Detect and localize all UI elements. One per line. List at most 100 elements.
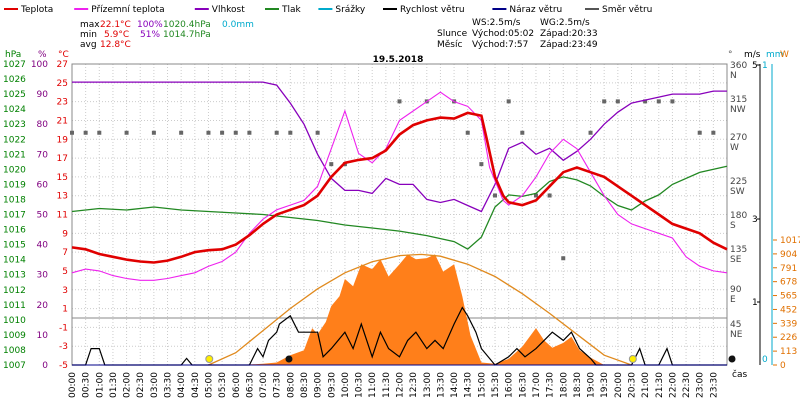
series-humidity <box>72 81 727 213</box>
axes: 1027102610251024102310221021102010191018… <box>3 60 800 398</box>
point-wind-direction <box>97 130 102 135</box>
legend-item: Teplota <box>4 5 53 15</box>
tick-hpa: 1020 <box>3 165 26 175</box>
tick-percent: 40 <box>37 241 49 251</box>
tick-percent: 10 <box>37 331 49 341</box>
legend: Teplota Přízemní teplota Vlhkost Tlak Srážky… <box>4 5 652 15</box>
stat-ws: WS:2.5m/s <box>472 18 521 28</box>
point-wind-direction <box>83 130 88 135</box>
point-wind-direction <box>274 130 279 135</box>
stat-sun-rise: Východ:05:02 <box>472 29 534 39</box>
tick-x: 10:30 <box>355 372 365 398</box>
point-wind-direction <box>288 130 293 135</box>
tick-percent: 20 <box>37 301 49 311</box>
point-wind-direction <box>493 193 498 198</box>
tick-direction-name: NW <box>730 105 746 115</box>
tick-solar: 113 <box>780 347 797 357</box>
stat-moon-rise: Východ:7:57 <box>472 40 528 50</box>
tick-percent: 60 <box>37 180 49 190</box>
series-pressure <box>71 165 728 250</box>
tick-x: 11:30 <box>382 372 392 398</box>
axis-title-rain: mm <box>766 50 784 60</box>
tick-celsius: 13 <box>57 192 68 202</box>
tick-x: 18:00 <box>559 372 569 398</box>
point-wind-direction <box>520 130 525 135</box>
tick-x: 04:00 <box>177 372 187 398</box>
axis-title-solar: W <box>780 50 789 60</box>
point-wind-direction <box>643 99 648 104</box>
tick-celsius: 3 <box>62 286 68 296</box>
tick-x: 21:00 <box>641 372 651 398</box>
tick-x: 01:00 <box>95 372 105 398</box>
tick-x: 07:30 <box>273 372 283 398</box>
legend-label: Vlhkost <box>212 5 245 15</box>
point-wind-direction <box>670 99 675 104</box>
tick-x: 19:30 <box>600 372 610 398</box>
tick-x: 16:30 <box>518 372 528 398</box>
stat-max-press: 1020.4hPa <box>163 20 211 30</box>
point-wind-direction <box>561 256 566 261</box>
point-wind-direction <box>615 99 620 104</box>
point-wind-direction <box>479 162 484 167</box>
tick-x: 03:00 <box>150 372 160 398</box>
tick-x: 09:00 <box>314 372 324 398</box>
stat-min-press: 1014.7hPa <box>163 30 211 40</box>
tick-x: 02:30 <box>136 372 146 398</box>
tick-solar: 565 <box>780 292 797 302</box>
tick-x: 22:30 <box>682 372 692 398</box>
stat-min-temp: 5.9°C <box>104 30 129 40</box>
legend-label: Srážky <box>335 5 366 15</box>
axis-title-percent: % <box>38 50 47 60</box>
tick-percent: 50 <box>37 211 49 221</box>
axis-title-hpa: hPa <box>5 50 21 60</box>
point-wind-direction <box>220 130 225 135</box>
tick-direction-deg: 135 <box>730 245 747 255</box>
tick-direction-deg: 270 <box>730 133 747 143</box>
tick-x: 13:00 <box>423 372 433 398</box>
point-wind-direction <box>329 162 334 167</box>
tick-rain: 1 <box>762 61 768 71</box>
tick-x: 00:00 <box>68 372 78 398</box>
legend-item: Rychlost větru <box>383 5 465 15</box>
tick-hpa: 1027 <box>3 60 26 70</box>
moonset-marker <box>728 355 736 363</box>
stat-max-hum: 100% <box>137 20 163 30</box>
tick-celsius: 15 <box>57 173 68 183</box>
tick-hpa: 1007 <box>3 361 26 371</box>
moonrise-marker <box>285 355 293 363</box>
series-layer <box>70 81 736 366</box>
tick-celsius: 21 <box>57 116 68 126</box>
tick-hpa: 1025 <box>3 90 26 100</box>
tick-direction-deg: 225 <box>730 177 747 187</box>
tick-celsius: 7 <box>62 248 68 258</box>
legend-item: Vlhkost <box>194 5 245 15</box>
tick-hpa: 1009 <box>3 331 26 341</box>
legend-label: Přízemní teplota <box>91 5 164 15</box>
tick-wind: 5 <box>752 61 758 71</box>
point-wind-direction <box>711 130 716 135</box>
tick-solar: 904 <box>780 250 797 260</box>
tick-direction-name: S <box>730 221 736 231</box>
tick-x: 00:30 <box>82 372 92 398</box>
tick-direction-name: SW <box>730 187 745 197</box>
tick-celsius: 23 <box>57 98 68 108</box>
tick-x: 06:00 <box>232 372 242 398</box>
tick-x: 17:00 <box>532 372 542 398</box>
tick-celsius: 27 <box>57 60 68 70</box>
tick-hpa: 1011 <box>3 301 26 311</box>
tick-x: 15:30 <box>491 372 501 398</box>
tick-solar: 791 <box>780 264 797 274</box>
tick-x: 19:00 <box>587 372 597 398</box>
tick-x: 05:00 <box>204 372 214 398</box>
tick-solar: 0 <box>780 361 786 371</box>
tick-x: 07:00 <box>259 372 269 398</box>
stats-block: max 22.1°C 100% 1020.4hPa 0.0mm min 5.9°… <box>80 18 598 50</box>
tick-hpa: 1026 <box>3 75 26 85</box>
tick-x: 10:00 <box>341 372 351 398</box>
legend-item: Tlak <box>265 5 302 15</box>
stat-avg-temp: 12.8°C <box>100 40 131 50</box>
tick-hpa: 1008 <box>3 346 26 356</box>
tick-celsius: 17 <box>57 154 68 164</box>
tick-x: 20:30 <box>627 372 637 398</box>
sunrise-marker <box>205 355 214 363</box>
